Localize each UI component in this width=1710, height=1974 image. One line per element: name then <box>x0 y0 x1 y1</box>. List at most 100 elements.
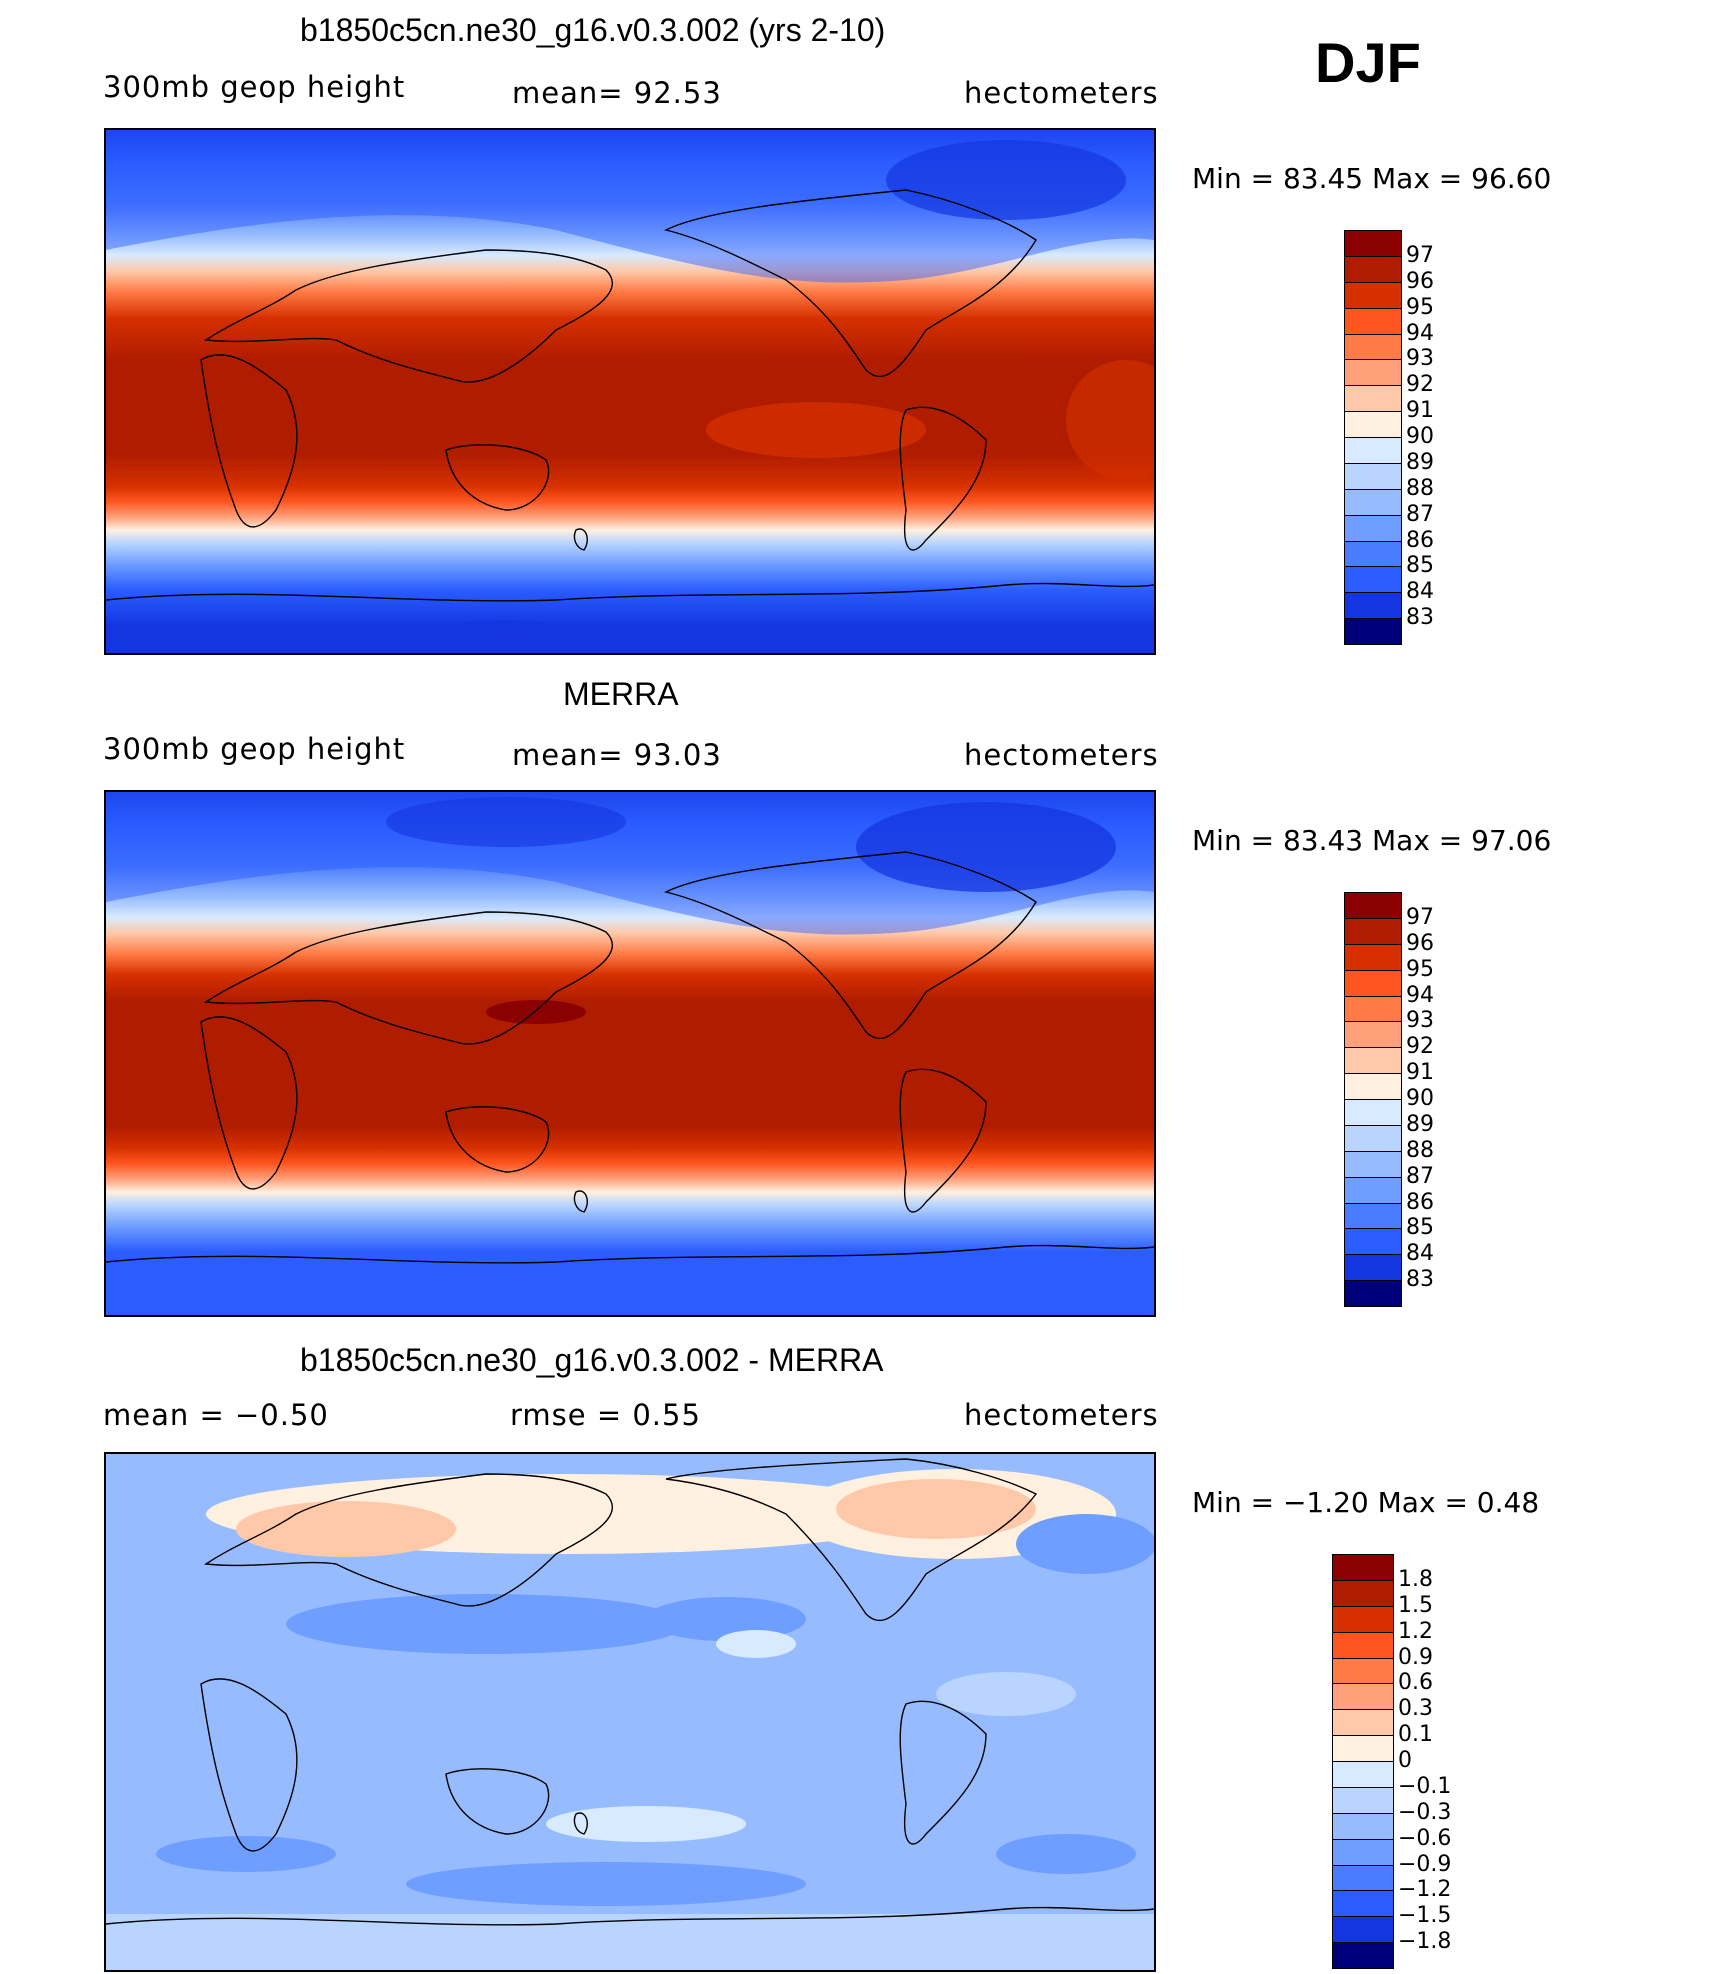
colorbar-cell <box>1332 1812 1394 1840</box>
colorbar-label: 89 <box>1406 1111 1434 1137</box>
colorbar-label: 94 <box>1406 982 1434 1008</box>
colorbar-cell <box>1332 1838 1394 1866</box>
colorbar-cell <box>1332 1683 1394 1711</box>
colorbar-label: −1.5 <box>1398 1903 1452 1929</box>
panel-3-minmax: Min = −1.20 Max = 0.48 <box>1192 1486 1540 1519</box>
colorbar-cell <box>1344 969 1402 997</box>
panel-3-title: b1850c5cn.ne30_g16.v0.3.002 - MERRA <box>300 1342 884 1378</box>
colorbar-cell <box>1344 281 1402 309</box>
colorbar-label: 0.3 <box>1398 1696 1433 1722</box>
panel-2-mean: mean= 93.03 <box>512 738 722 772</box>
colorbar-label: 95 <box>1406 956 1434 982</box>
colorbar-label: 83 <box>1406 1267 1434 1293</box>
colorbar-label: 90 <box>1406 1086 1434 1111</box>
colorbar-label: 85 <box>1406 553 1434 579</box>
colorbar-label: −0.1 <box>1398 1773 1452 1799</box>
colorbar-cell <box>1344 1047 1402 1075</box>
colorbar-cell <box>1344 618 1402 645</box>
colorbar-label: 93 <box>1406 346 1434 372</box>
panel-3-rmse: rmse = 0.55 <box>510 1398 701 1432</box>
panel-1-variable: 300mb geop height <box>103 70 406 104</box>
colorbar-cell <box>1344 462 1402 490</box>
colorbar-cell <box>1332 1890 1394 1918</box>
panel-3-colorbar: 1.8 1.5 1.2 0.9 0.6 0.3 0.1 0 −0.1 −0.3 −0.6 −0.9 −1… <box>1332 1554 1451 1969</box>
colorbar-label: −1.8 <box>1398 1929 1452 1955</box>
colorbar-label: 96 <box>1406 930 1434 956</box>
panel-2-map <box>104 790 1156 1317</box>
colorbar-label: 89 <box>1406 449 1434 475</box>
colorbar-cell <box>1332 1916 1394 1944</box>
colorbar-cell <box>1344 1280 1402 1307</box>
colorbar-label: 90 <box>1406 424 1434 449</box>
colorbar-label: 97 <box>1406 242 1434 268</box>
panel-1-title: b1850c5cn.ne30_g16.v0.3.002 (yrs 2-10) <box>300 12 886 48</box>
colorbar-label: 0.1 <box>1398 1722 1433 1748</box>
colorbar-cell <box>1344 566 1402 594</box>
colorbar-cell <box>1344 437 1402 464</box>
panel-1-map <box>104 128 1156 655</box>
colorbar-label: −1.2 <box>1398 1877 1452 1903</box>
panel-1-minmax: Min = 83.45 Max = 96.60 <box>1192 162 1552 195</box>
colorbar-cell <box>1344 1099 1402 1126</box>
colorbar-cell <box>1344 385 1402 413</box>
panel-2-units: hectometers <box>964 738 1159 772</box>
colorbar-cell <box>1332 1631 1394 1659</box>
season-label: DJF <box>1315 31 1421 94</box>
colorbar-cell <box>1332 1605 1394 1633</box>
colorbar-cell <box>1344 307 1402 335</box>
colorbar-label: 88 <box>1406 1137 1434 1163</box>
colorbar-cell <box>1344 255 1402 283</box>
colorbar-label: 86 <box>1406 527 1434 553</box>
colorbar-label: −0.9 <box>1398 1851 1452 1877</box>
colorbar-label: −0.3 <box>1398 1799 1452 1825</box>
colorbar-label: 91 <box>1406 1060 1434 1086</box>
colorbar-label: 83 <box>1406 605 1434 631</box>
colorbar-label: 86 <box>1406 1189 1434 1215</box>
colorbar-cell <box>1332 1657 1394 1685</box>
colorbar-cell <box>1332 1786 1394 1814</box>
colorbar-label: 1.5 <box>1398 1592 1433 1618</box>
colorbar-label: 87 <box>1406 1163 1434 1189</box>
colorbar-label: 92 <box>1406 1034 1434 1060</box>
panel-1-units: hectometers <box>964 76 1159 110</box>
colorbar-label: 91 <box>1406 398 1434 424</box>
colorbar-cell <box>1332 1735 1394 1762</box>
colorbar-cell <box>1344 488 1402 516</box>
colorbar-cell <box>1344 1150 1402 1178</box>
colorbar-cell <box>1344 411 1402 438</box>
panel-1-mean: mean= 92.53 <box>512 76 722 110</box>
colorbar-label: 84 <box>1406 1241 1434 1267</box>
colorbar-cell <box>1344 892 1402 919</box>
colorbar-cell <box>1344 995 1402 1023</box>
colorbar-cell <box>1332 1554 1394 1581</box>
colorbar-cell <box>1344 917 1402 945</box>
colorbar-label: −0.6 <box>1398 1825 1452 1851</box>
colorbar-cell <box>1344 514 1402 542</box>
panel-2-variable: 300mb geop height <box>103 732 406 766</box>
colorbar-label: 84 <box>1406 579 1434 605</box>
colorbar-cell <box>1344 943 1402 971</box>
colorbar-label: 96 <box>1406 268 1434 294</box>
colorbar-cell <box>1332 1761 1394 1788</box>
panel-3-map <box>104 1452 1156 1972</box>
colorbar-label: 97 <box>1406 904 1434 930</box>
colorbar-cell <box>1344 592 1402 620</box>
colorbar-label: 85 <box>1406 1215 1434 1241</box>
colorbar-cell <box>1344 1176 1402 1204</box>
panel-1-colorbar: 97 96 95 94 93 92 91 90 89 88 87 86 85 84 83 <box>1344 230 1434 645</box>
colorbar-label: 1.2 <box>1398 1618 1433 1644</box>
colorbar-label: 0 <box>1398 1748 1412 1773</box>
panel-3-mean: mean = −0.50 <box>103 1398 329 1432</box>
colorbar-cell <box>1332 1864 1394 1892</box>
panel-2-title: MERRA <box>563 676 679 712</box>
colorbar-cell <box>1344 1228 1402 1256</box>
colorbar-cell <box>1344 1202 1402 1230</box>
colorbar-cell <box>1332 1709 1394 1737</box>
colorbar-label: 93 <box>1406 1008 1434 1034</box>
colorbar-cell <box>1344 1073 1402 1100</box>
colorbar-cell <box>1332 1579 1394 1607</box>
colorbar-label: 92 <box>1406 372 1434 398</box>
colorbar-label: 0.9 <box>1398 1644 1433 1670</box>
colorbar-cell <box>1344 1124 1402 1152</box>
colorbar-cell <box>1344 230 1402 257</box>
